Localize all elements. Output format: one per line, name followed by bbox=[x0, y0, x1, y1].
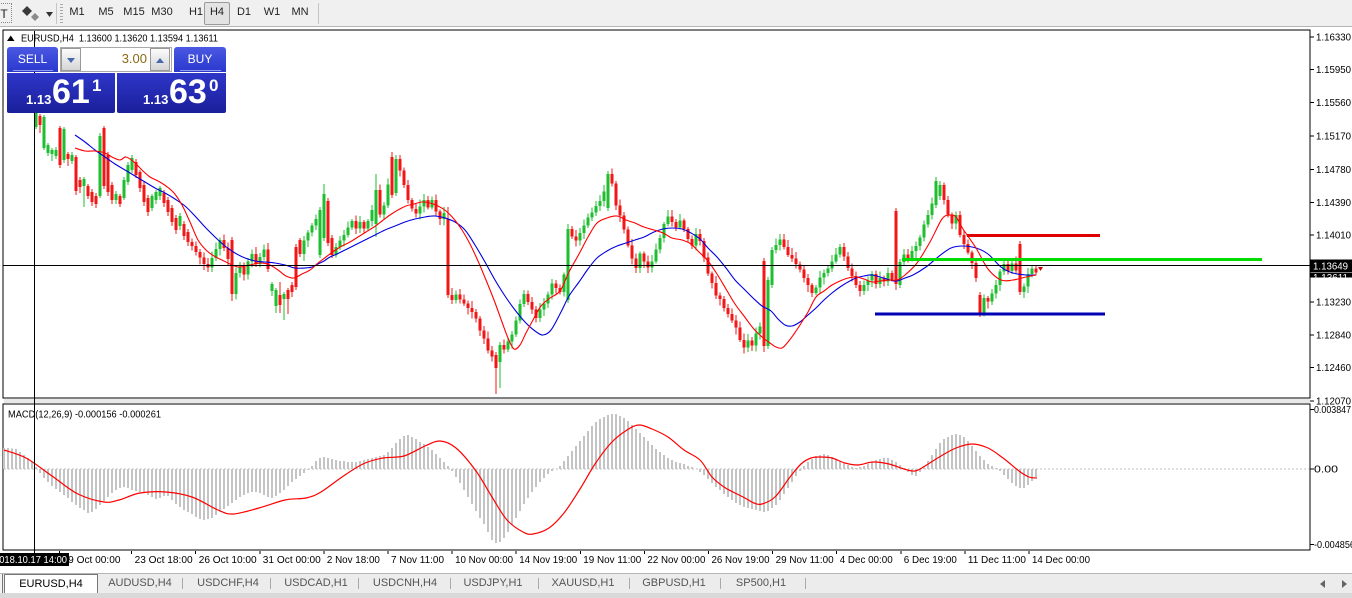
svg-text:22 Nov 00:00: 22 Nov 00:00 bbox=[647, 554, 705, 566]
svg-text:1.16330: 1.16330 bbox=[1316, 31, 1351, 43]
svg-text:14 Nov 19:00: 14 Nov 19:00 bbox=[519, 554, 577, 566]
svg-text:11 Dec 11:00: 11 Dec 11:00 bbox=[968, 554, 1026, 566]
svg-text:26 Nov 19:00: 26 Nov 19:00 bbox=[712, 554, 770, 566]
svg-text:1.15560: 1.15560 bbox=[1316, 97, 1351, 109]
svg-text:MACD(12,26,9) -0.000156 -0.000: MACD(12,26,9) -0.000156 -0.000261 bbox=[8, 409, 161, 421]
svg-text:0.003847: 0.003847 bbox=[1314, 404, 1351, 416]
svg-text:1.14780: 1.14780 bbox=[1316, 164, 1351, 176]
svg-text:1.14390: 1.14390 bbox=[1316, 197, 1351, 209]
svg-text:1.13611: 1.13611 bbox=[1313, 272, 1348, 284]
svg-text:6 Dec 19:00: 6 Dec 19:00 bbox=[904, 554, 957, 566]
svg-text:26 Oct 10:00: 26 Oct 10:00 bbox=[199, 554, 257, 566]
svg-text:1.13649: 1.13649 bbox=[1313, 261, 1348, 273]
svg-text:1.13230: 1.13230 bbox=[1316, 296, 1351, 308]
svg-text:10 Nov 00:00: 10 Nov 00:00 bbox=[455, 554, 513, 566]
svg-text:19 Oct 00:00: 19 Oct 00:00 bbox=[63, 554, 121, 566]
svg-text:1.15170: 1.15170 bbox=[1316, 131, 1351, 143]
svg-text:1.14010: 1.14010 bbox=[1316, 230, 1351, 242]
svg-text:23 Oct 18:00: 23 Oct 18:00 bbox=[135, 554, 193, 566]
svg-text:29 Nov 11:00: 29 Nov 11:00 bbox=[776, 554, 834, 566]
svg-text:2 Nov 18:00: 2 Nov 18:00 bbox=[327, 554, 380, 566]
svg-text:19 Nov 11:00: 19 Nov 11:00 bbox=[583, 554, 641, 566]
svg-text:EURUSD,H4 1.13600 1.13620 1.1: EURUSD,H4 1.13600 1.13620 1.13594 1.1361… bbox=[21, 33, 218, 45]
svg-text:0.00: 0.00 bbox=[1314, 464, 1338, 476]
svg-text:1.15950: 1.15950 bbox=[1316, 64, 1351, 76]
svg-text:7 Nov 11:00: 7 Nov 11:00 bbox=[391, 554, 444, 566]
svg-text:2018.10.17 14:00: 2018.10.17 14:00 bbox=[0, 554, 67, 566]
svg-text:1.12070: 1.12070 bbox=[1316, 396, 1351, 408]
svg-text:31 Oct 00:00: 31 Oct 00:00 bbox=[263, 554, 321, 566]
svg-text:-0.004856: -0.004856 bbox=[1314, 539, 1352, 551]
svg-text:1.12460: 1.12460 bbox=[1316, 362, 1351, 374]
svg-text:1.12840: 1.12840 bbox=[1316, 330, 1351, 342]
svg-text:4 Dec 00:00: 4 Dec 00:00 bbox=[840, 554, 893, 566]
svg-text:14 Dec 00:00: 14 Dec 00:00 bbox=[1032, 554, 1090, 566]
